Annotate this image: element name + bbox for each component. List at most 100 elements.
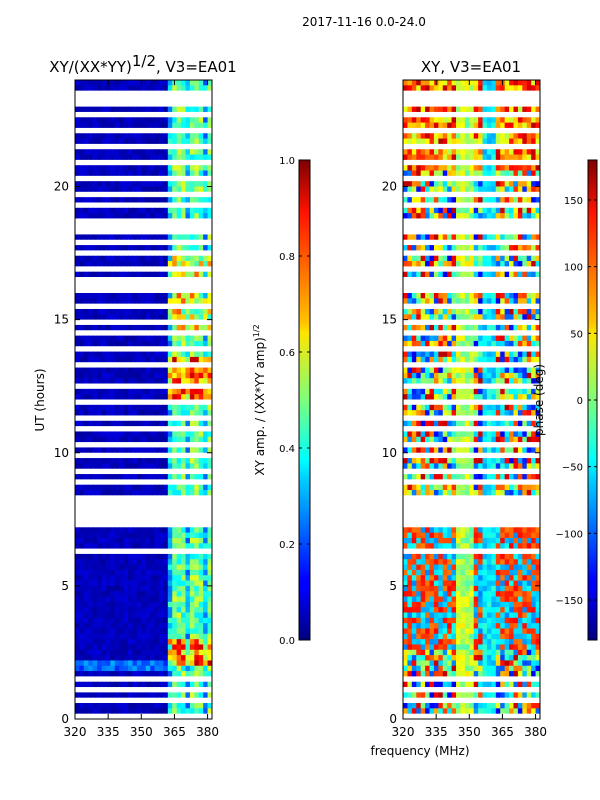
- amp-cell: [198, 143, 204, 150]
- phase-cell: [522, 191, 528, 198]
- amp-cell: [79, 170, 85, 177]
- amp-cell: [119, 426, 125, 433]
- phase-cell: [416, 229, 422, 236]
- amp-cell: [207, 346, 212, 353]
- amp-cell: [101, 543, 107, 550]
- amp-cell: [172, 601, 178, 608]
- amp-cell: [75, 351, 81, 358]
- amp-cell: [114, 90, 120, 97]
- amp-cell: [154, 282, 160, 289]
- phase-cell: [438, 218, 444, 225]
- colorbar-tick-label: 0.0: [279, 636, 295, 647]
- amp-cell: [110, 564, 116, 571]
- amp-cell: [207, 213, 212, 220]
- phase-cell: [504, 261, 510, 267]
- amp-cell: [194, 378, 200, 385]
- phase-cell: [420, 282, 426, 289]
- phase-cell: [500, 95, 506, 102]
- amp-cell: [132, 95, 138, 102]
- amp-cell: [163, 271, 169, 278]
- amp-cell: [105, 601, 111, 608]
- phase-cell: [411, 181, 417, 188]
- amp-cell: [150, 596, 156, 603]
- amp-cell: [141, 506, 147, 512]
- amp-cell: [181, 106, 187, 113]
- amp-cell: [92, 484, 98, 491]
- phase-cell: [473, 85, 479, 92]
- amp-cell: [110, 293, 116, 299]
- amp-cell: [176, 644, 182, 651]
- phase-cell: [495, 266, 501, 273]
- amp-cell: [141, 564, 147, 571]
- amp-cell: [79, 426, 85, 433]
- amp-cell: [145, 335, 151, 342]
- amp-cell: [83, 308, 89, 315]
- phase-cell: [447, 149, 453, 156]
- amp-cell: [110, 122, 116, 129]
- amp-cell: [83, 138, 89, 145]
- amp-cell: [189, 239, 195, 246]
- phase-cell: [526, 149, 532, 156]
- phase-cell: [416, 282, 422, 289]
- amp-cell: [136, 713, 142, 719]
- amp-cell: [189, 170, 195, 177]
- amp-cell: [141, 479, 147, 486]
- amp-cell: [150, 186, 156, 193]
- amp-cell: [172, 330, 178, 337]
- amp-cell: [136, 655, 142, 662]
- phase-cell: [447, 202, 453, 209]
- amp-cell: [114, 537, 120, 544]
- amp-cell: [198, 111, 204, 118]
- amp-cell: [88, 330, 94, 337]
- amp-cell: [167, 655, 173, 662]
- amp-cell: [145, 601, 151, 608]
- amp-cell: [83, 170, 89, 177]
- amp-cell: [136, 85, 142, 92]
- phase-cell: [522, 197, 528, 204]
- amp-cell: [97, 506, 103, 512]
- amp-cell: [203, 319, 209, 326]
- amp-cell: [83, 596, 89, 603]
- amp-cell: [154, 127, 160, 134]
- amp-cell: [189, 511, 195, 518]
- phase-cell: [451, 266, 457, 273]
- amp-cell: [176, 543, 182, 550]
- phase-cell: [473, 213, 479, 220]
- phase-cell: [425, 277, 431, 283]
- amp-cell: [181, 490, 187, 496]
- amp-cell: [101, 665, 107, 672]
- amp-cell: [136, 207, 142, 214]
- amp-cell: [119, 628, 125, 635]
- amp-cell: [203, 223, 209, 230]
- phase-cell: [433, 277, 439, 283]
- amp-cell: [141, 452, 147, 459]
- phase-cell: [522, 181, 528, 188]
- amp-cell: [110, 580, 116, 587]
- amp-cell: [203, 149, 209, 156]
- amp-cell: [185, 90, 191, 97]
- amp-cell: [176, 591, 182, 598]
- amp-cell: [158, 564, 164, 571]
- phase-cell: [500, 218, 506, 225]
- amp-cell: [150, 575, 156, 582]
- amp-cell: [88, 319, 94, 326]
- amp-cell: [189, 676, 195, 683]
- amp-cell: [123, 601, 129, 608]
- amp-cell: [141, 511, 147, 518]
- amp-cell: [207, 223, 212, 230]
- phase-cell: [486, 170, 492, 177]
- phase-cell: [420, 191, 426, 198]
- amp-cell: [97, 628, 103, 635]
- amp-cell: [207, 383, 212, 390]
- amp-cell: [203, 596, 209, 603]
- amp-cell: [141, 127, 147, 134]
- amp-cell: [75, 703, 81, 709]
- amp-cell: [189, 85, 195, 92]
- phase-cell: [442, 271, 448, 278]
- phase-cell: [433, 101, 439, 108]
- amp-cell: [167, 367, 173, 374]
- amp-cell: [154, 303, 160, 310]
- amp-cell: [101, 80, 107, 86]
- amp-cell: [158, 138, 164, 145]
- phase-cell: [429, 218, 435, 225]
